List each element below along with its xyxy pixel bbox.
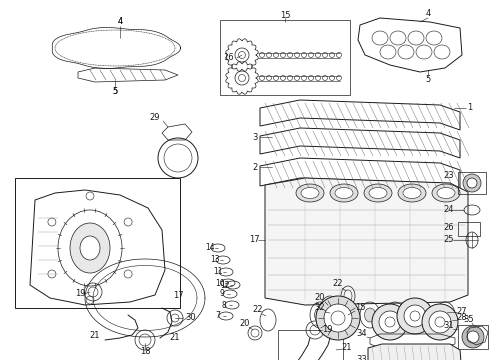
Text: 11: 11 [213, 267, 223, 276]
Bar [458, 172, 486, 194]
Ellipse shape [462, 326, 484, 348]
Ellipse shape [397, 298, 433, 334]
Text: 19: 19 [75, 289, 85, 298]
Text: 15: 15 [280, 10, 290, 19]
Ellipse shape [372, 304, 408, 340]
Ellipse shape [403, 188, 421, 198]
Text: 18: 18 [140, 347, 150, 356]
Ellipse shape [335, 188, 353, 198]
Text: 21: 21 [90, 330, 100, 339]
Ellipse shape [316, 296, 360, 340]
Text: 2: 2 [252, 162, 258, 171]
Text: 29: 29 [150, 113, 160, 122]
Text: 25: 25 [444, 235, 454, 244]
Bar [458, 222, 480, 236]
Text: 22: 22 [253, 306, 263, 315]
Ellipse shape [364, 184, 392, 202]
Text: 1: 1 [467, 104, 473, 112]
Ellipse shape [467, 178, 477, 188]
Ellipse shape [422, 304, 458, 340]
Ellipse shape [365, 308, 375, 322]
Ellipse shape [404, 305, 426, 327]
Ellipse shape [369, 188, 387, 198]
Ellipse shape [296, 184, 324, 202]
Ellipse shape [432, 184, 460, 202]
Text: 34: 34 [357, 329, 368, 338]
Text: 10: 10 [215, 279, 225, 288]
Ellipse shape [429, 311, 451, 333]
Ellipse shape [330, 184, 358, 202]
Text: 31: 31 [443, 320, 454, 329]
Bar [15, 178, 180, 308]
Text: 17: 17 [249, 235, 259, 244]
Bar [458, 325, 488, 349]
Text: 5: 5 [425, 76, 431, 85]
Polygon shape [368, 344, 462, 360]
Ellipse shape [415, 308, 425, 322]
Text: 30: 30 [186, 314, 196, 323]
Text: 33: 33 [357, 356, 368, 360]
Text: 8: 8 [221, 301, 226, 310]
Ellipse shape [70, 223, 110, 273]
Text: 14: 14 [205, 243, 215, 252]
Ellipse shape [324, 304, 352, 332]
Text: 28: 28 [457, 314, 467, 323]
Ellipse shape [379, 311, 401, 333]
Ellipse shape [315, 308, 325, 322]
Text: 19: 19 [322, 325, 332, 334]
Text: 13: 13 [210, 256, 220, 265]
Text: 4: 4 [425, 9, 431, 18]
Text: 26: 26 [443, 224, 454, 233]
Text: 4: 4 [118, 18, 122, 27]
Text: 3: 3 [252, 132, 258, 141]
Text: 23: 23 [443, 171, 454, 180]
Polygon shape [265, 178, 468, 305]
Text: 32: 32 [315, 303, 325, 312]
Ellipse shape [440, 308, 450, 322]
Text: 4: 4 [118, 18, 122, 27]
Bar [278, 330, 343, 360]
Text: 24: 24 [444, 206, 454, 215]
Ellipse shape [340, 308, 350, 322]
Ellipse shape [398, 184, 426, 202]
Ellipse shape [80, 236, 100, 260]
Text: 35: 35 [464, 315, 474, 324]
Text: 27: 27 [457, 307, 467, 316]
Text: 21: 21 [342, 343, 352, 352]
Ellipse shape [390, 308, 400, 322]
Text: 5: 5 [112, 87, 118, 96]
Ellipse shape [463, 174, 481, 192]
Bar [220, 20, 350, 95]
Ellipse shape [467, 331, 479, 343]
Text: 9: 9 [220, 289, 224, 298]
Text: 20: 20 [315, 293, 325, 302]
Text: 20: 20 [240, 319, 250, 328]
Text: 17: 17 [172, 291, 183, 300]
Ellipse shape [301, 188, 319, 198]
Ellipse shape [437, 188, 455, 198]
Text: 15: 15 [355, 303, 365, 312]
Text: 5: 5 [112, 87, 118, 96]
Text: 7: 7 [216, 311, 220, 320]
Text: 21: 21 [170, 333, 180, 342]
Text: 12: 12 [220, 280, 230, 289]
Text: 16: 16 [222, 54, 233, 63]
Text: 22: 22 [333, 279, 343, 288]
